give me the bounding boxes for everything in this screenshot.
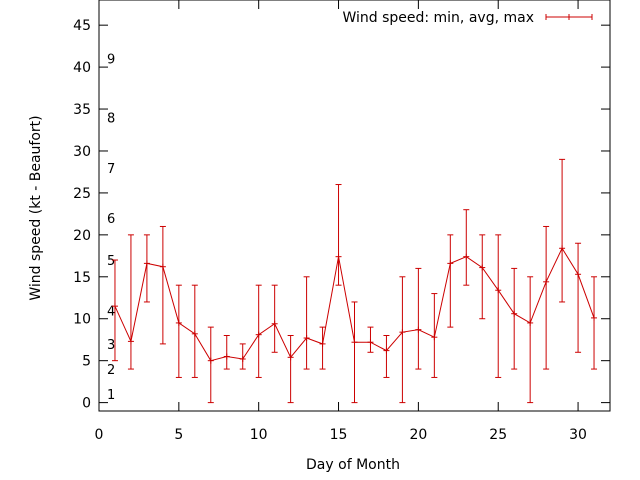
beaufort-label: 4 <box>107 304 115 319</box>
y-tick-label: 0 <box>82 396 91 412</box>
x-tick-label: 30 <box>569 427 587 443</box>
y-tick-label: 35 <box>73 102 91 118</box>
plot-frame <box>98 0 611 412</box>
beaufort-label: 1 <box>107 388 115 403</box>
x-tick-label: 25 <box>489 427 507 443</box>
beaufort-label: 5 <box>107 254 115 269</box>
legend-label: Wind speed: min, avg, max <box>342 10 534 26</box>
beaufort-label: 2 <box>107 363 115 378</box>
x-tick-label: 10 <box>250 427 268 443</box>
x-tick-label: 20 <box>409 427 427 443</box>
legend: Wind speed: min, avg, max <box>342 10 593 26</box>
y-axis-title: Wind speed (kt - Beaufort) <box>28 115 44 300</box>
beaufort-label: 7 <box>107 162 115 177</box>
x-tick-label: 5 <box>174 427 183 443</box>
y-tick-label: 20 <box>73 228 91 244</box>
beaufort-scale: 1 2 3 4 5 6 7 8 9 <box>107 53 115 404</box>
y-tick-label: 15 <box>73 270 91 286</box>
y-tick-label: 10 <box>73 312 91 328</box>
series-layer <box>111 158 598 404</box>
y-tick-label: 30 <box>73 144 91 160</box>
y-tick-label: 45 <box>73 18 91 34</box>
beaufort-label: 3 <box>107 338 115 353</box>
y-tick-label: 40 <box>73 60 91 76</box>
y-tick-label: 25 <box>73 186 91 202</box>
beaufort-label: 8 <box>107 111 115 126</box>
x-tick-label: 15 <box>330 427 348 443</box>
y-tick-label: 5 <box>82 354 91 370</box>
beaufort-label: 6 <box>107 212 115 227</box>
x-axis-title: Day of Month <box>306 457 400 473</box>
x-tick-label: 0 <box>95 427 104 443</box>
beaufort-label: 9 <box>107 53 115 68</box>
